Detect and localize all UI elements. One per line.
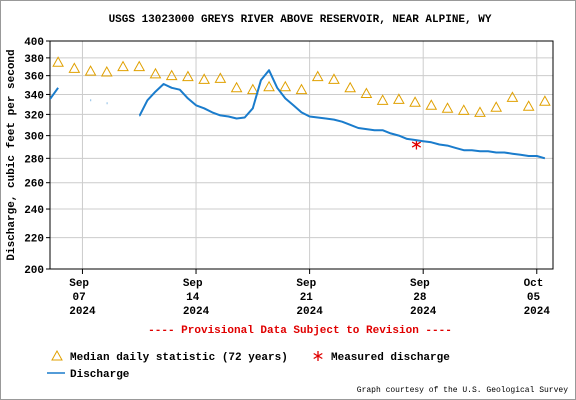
legend-swatch bbox=[313, 351, 323, 361]
median-marker bbox=[522, 100, 535, 111]
median-marker bbox=[360, 87, 373, 98]
star-stroke bbox=[313, 352, 323, 360]
credit: Graph courtesy of the U.S. Geological Su… bbox=[357, 386, 568, 395]
legend-label: Median daily statistic (72 years) bbox=[70, 352, 288, 364]
plot-frame bbox=[49, 40, 554, 270]
median-marker bbox=[539, 95, 551, 106]
median-marker bbox=[311, 70, 324, 82]
median-marker bbox=[279, 80, 292, 92]
y-tick-label: 300 bbox=[24, 132, 44, 144]
median-marker bbox=[68, 62, 81, 73]
y-tick-label: 320 bbox=[24, 110, 44, 122]
x-tick-label: Sep 07 2024 bbox=[69, 278, 96, 318]
y-tick-label: 220 bbox=[24, 234, 44, 246]
y-tick-label: 380 bbox=[24, 54, 44, 66]
x-tick-label: Oct 05 2024 bbox=[524, 278, 551, 318]
median-marker bbox=[506, 91, 519, 102]
median-marker bbox=[457, 104, 470, 115]
y-tick-label: 340 bbox=[24, 90, 44, 102]
x-tick-label: Sep 28 2024 bbox=[410, 278, 437, 318]
median-marker bbox=[263, 80, 275, 92]
median-marker bbox=[84, 65, 97, 76]
discharge-line bbox=[49, 69, 546, 160]
chart-title: USGS 13023000 GREYS RIVER ABOVE RESERVOI… bbox=[109, 14, 492, 26]
legend-swatch bbox=[51, 349, 63, 361]
x-tick-label: Sep 14 2024 bbox=[183, 278, 210, 318]
y-tick-label: 240 bbox=[24, 205, 44, 217]
median-marker bbox=[295, 83, 308, 95]
median-marker bbox=[165, 69, 178, 81]
median-marker bbox=[214, 72, 227, 83]
legend-label: Discharge bbox=[70, 369, 130, 381]
y-tick-label: 360 bbox=[24, 72, 44, 84]
star-stroke bbox=[411, 141, 422, 148]
median-marker bbox=[474, 106, 486, 117]
median-marker bbox=[441, 102, 454, 113]
y-tick-label: 280 bbox=[24, 154, 44, 166]
median-marker bbox=[328, 73, 340, 84]
median-marker bbox=[149, 67, 162, 79]
median-marker bbox=[393, 93, 405, 104]
median-marker bbox=[246, 83, 259, 95]
median-marker bbox=[376, 94, 389, 105]
median-marker bbox=[230, 81, 243, 93]
y-tick-label: 400 bbox=[24, 37, 44, 49]
x-tick-label: Sep 21 2024 bbox=[296, 278, 323, 318]
median-marker bbox=[100, 65, 113, 77]
median-marker bbox=[490, 101, 503, 112]
annotation: ---- Provisional Data Subject to Revisio… bbox=[148, 325, 452, 337]
median-marker bbox=[117, 60, 129, 72]
median-marker bbox=[409, 96, 421, 107]
median-marker bbox=[425, 99, 438, 110]
y-axis-label: Discharge, cubic feet per second bbox=[6, 49, 18, 260]
median-marker bbox=[344, 81, 357, 93]
median-marker bbox=[182, 70, 194, 82]
y-tick-label: 260 bbox=[24, 179, 44, 191]
median-marker bbox=[198, 73, 210, 84]
median-marker bbox=[133, 60, 146, 72]
legend-label: Measured discharge bbox=[331, 352, 450, 364]
y-tick-label: 200 bbox=[24, 265, 44, 277]
median-marker bbox=[52, 56, 64, 67]
